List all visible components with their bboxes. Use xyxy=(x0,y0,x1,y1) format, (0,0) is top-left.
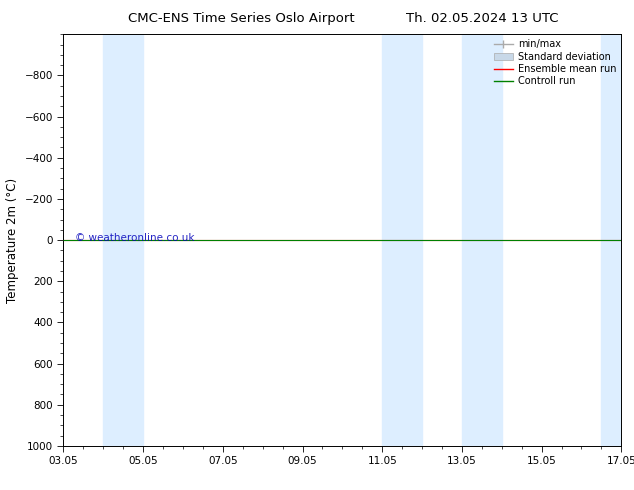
Y-axis label: Temperature 2m (°C): Temperature 2m (°C) xyxy=(6,177,19,303)
Text: Th. 02.05.2024 13 UTC: Th. 02.05.2024 13 UTC xyxy=(406,12,558,25)
Bar xyxy=(103,34,143,446)
Bar xyxy=(382,34,422,446)
Bar xyxy=(602,34,621,446)
Text: CMC-ENS Time Series Oslo Airport: CMC-ENS Time Series Oslo Airport xyxy=(127,12,354,25)
Bar xyxy=(462,34,501,446)
Legend: min/max, Standard deviation, Ensemble mean run, Controll run: min/max, Standard deviation, Ensemble me… xyxy=(492,37,618,88)
Text: © weatheronline.co.uk: © weatheronline.co.uk xyxy=(75,233,194,243)
